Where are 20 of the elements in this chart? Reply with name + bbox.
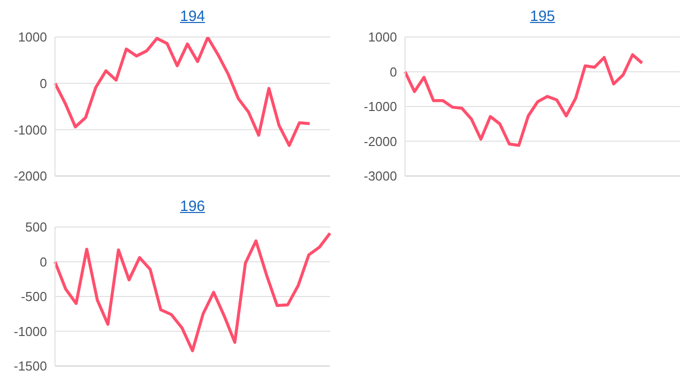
y-tick-label: 0	[40, 76, 47, 91]
y-tick-label: -1000	[14, 324, 47, 339]
line-series	[404, 53, 644, 147]
y-tick-label: 0	[40, 254, 47, 270]
y-tick-label: -2000	[364, 134, 397, 149]
y-tick-label: 500	[25, 220, 47, 235]
y-tick-label: 1000	[368, 30, 397, 45]
y-tick-label: -2000	[14, 168, 47, 184]
line-series	[54, 37, 312, 147]
chart-title: 196	[178, 198, 206, 215]
y-tick-label: -3000	[364, 168, 397, 184]
y-tick-label: -1000	[14, 122, 47, 138]
y-tick-label: 1000	[18, 30, 47, 45]
y-tick-label: -1000	[364, 99, 397, 114]
y-tick-label: -500	[20, 289, 47, 304]
line-series	[54, 232, 332, 352]
y-tick-label: -1500	[14, 358, 47, 374]
chart-title: 194	[178, 8, 206, 25]
chart-title: 195	[528, 8, 556, 25]
y-tick-label: 0	[390, 64, 397, 80]
